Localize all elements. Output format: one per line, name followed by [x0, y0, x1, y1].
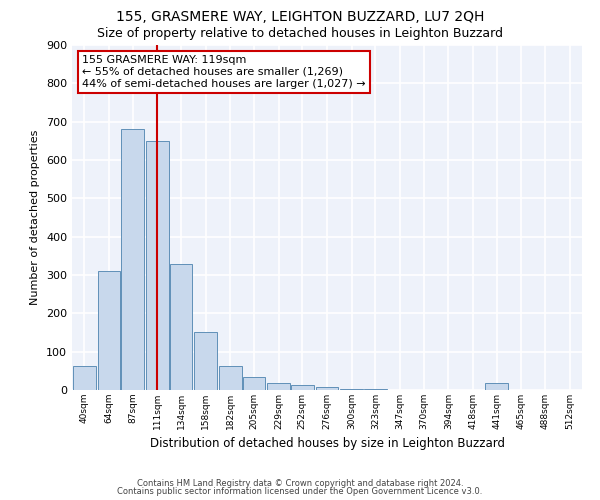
- Bar: [219, 366, 242, 390]
- Text: 155 GRASMERE WAY: 119sqm
← 55% of detached houses are smaller (1,269)
44% of sem: 155 GRASMERE WAY: 119sqm ← 55% of detach…: [82, 56, 366, 88]
- Bar: [242, 376, 265, 390]
- Text: 155, GRASMERE WAY, LEIGHTON BUZZARD, LU7 2QH: 155, GRASMERE WAY, LEIGHTON BUZZARD, LU7…: [116, 10, 484, 24]
- Bar: [485, 383, 508, 390]
- Bar: [291, 386, 314, 390]
- Text: Contains HM Land Registry data © Crown copyright and database right 2024.: Contains HM Land Registry data © Crown c…: [137, 478, 463, 488]
- Bar: [146, 141, 169, 390]
- Y-axis label: Number of detached properties: Number of detached properties: [31, 130, 40, 305]
- Bar: [267, 383, 290, 390]
- Bar: [340, 389, 363, 390]
- Bar: [194, 332, 217, 390]
- Bar: [121, 130, 144, 390]
- Text: Contains public sector information licensed under the Open Government Licence v3: Contains public sector information licen…: [118, 487, 482, 496]
- X-axis label: Distribution of detached houses by size in Leighton Buzzard: Distribution of detached houses by size …: [149, 438, 505, 450]
- Bar: [364, 389, 387, 390]
- Bar: [98, 271, 121, 390]
- Text: Size of property relative to detached houses in Leighton Buzzard: Size of property relative to detached ho…: [97, 28, 503, 40]
- Bar: [73, 366, 96, 390]
- Bar: [170, 264, 193, 390]
- Bar: [316, 387, 338, 390]
